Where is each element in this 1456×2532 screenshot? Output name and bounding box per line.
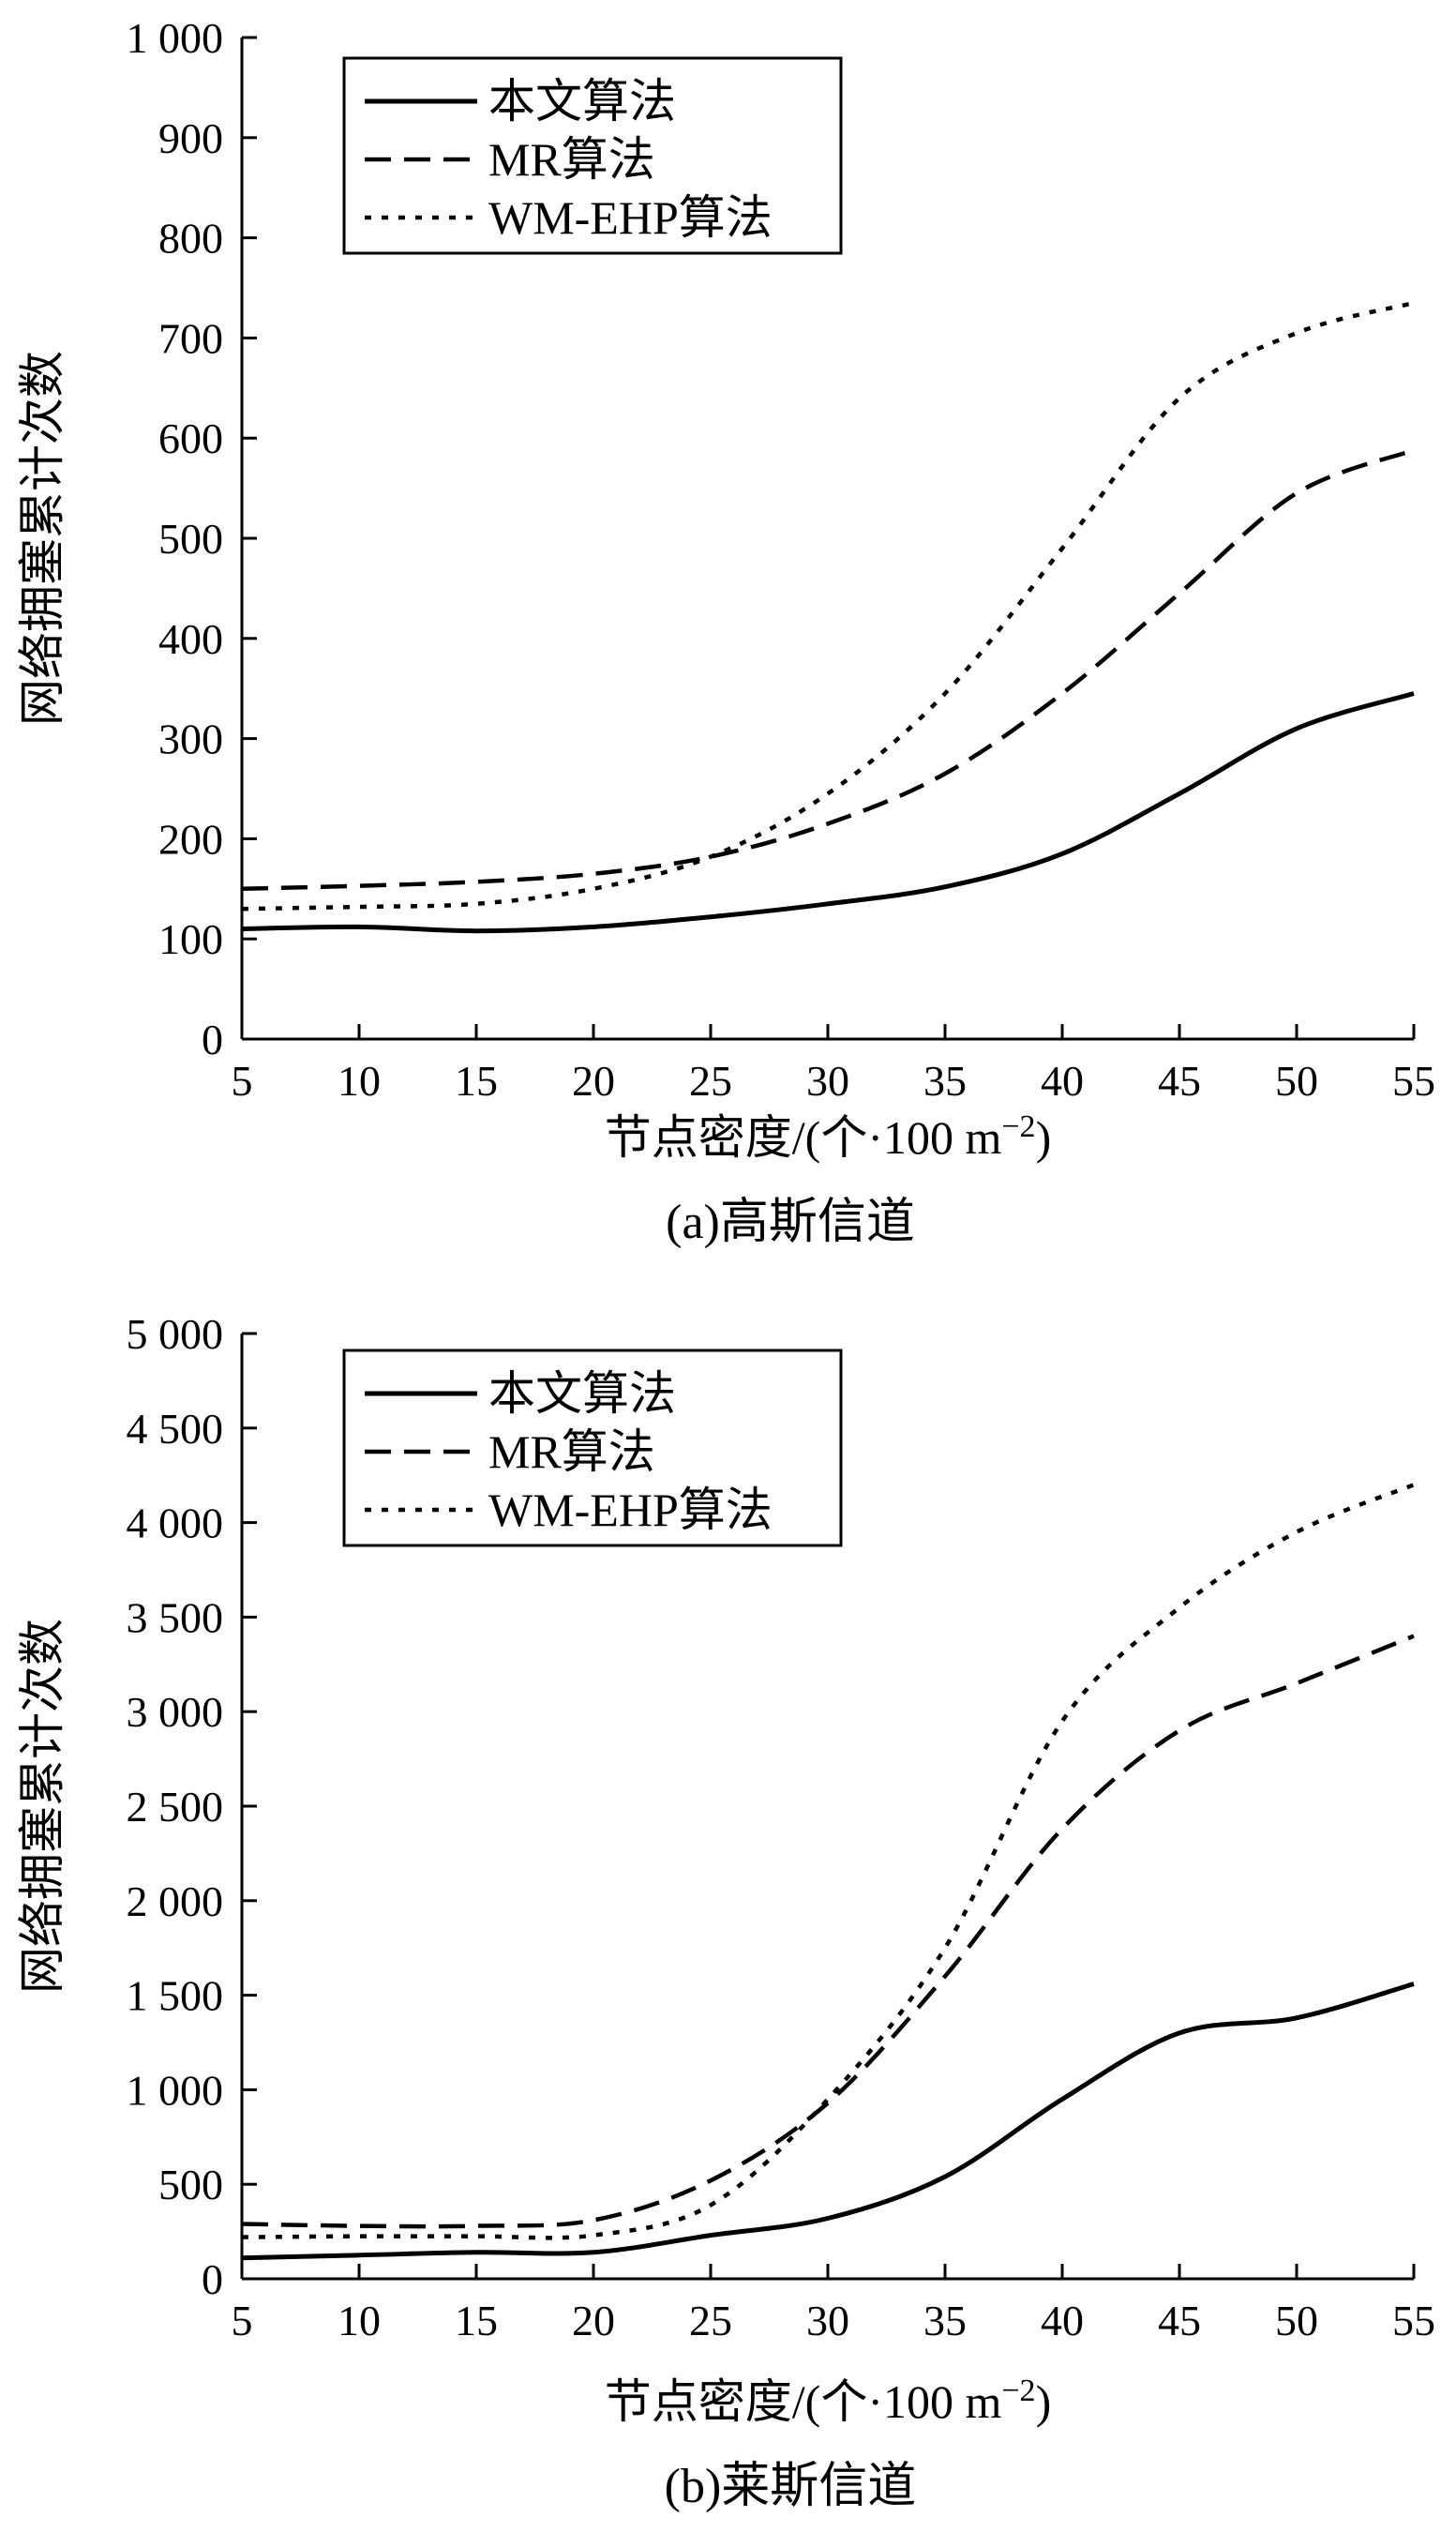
x-tick-label: 5 <box>232 1057 253 1105</box>
y-tick-label: 3 500 <box>127 1593 224 1641</box>
y-tick-label: 100 <box>158 915 223 963</box>
x-tick-label: 35 <box>923 1057 967 1105</box>
x-tick-label: 40 <box>1041 1057 1084 1105</box>
legend-label: WM-EHP算法 <box>488 1484 773 1536</box>
x-tick-label: 40 <box>1041 2297 1084 2344</box>
series-line-dashed <box>241 447 1415 892</box>
y-tick-label: 2 500 <box>127 1783 224 1831</box>
x-tick-label: 35 <box>923 2297 967 2344</box>
x-tick-label: 20 <box>572 1057 615 1105</box>
legend-label: MR算法 <box>488 133 655 186</box>
legend-label: WM-EHP算法 <box>488 191 773 244</box>
legend-label: 本文算法 <box>488 75 676 128</box>
y-axis-label: 网络拥塞累计次数 <box>16 1619 68 1994</box>
y-tick-label: 800 <box>158 215 223 263</box>
y-tick-label: 0 <box>202 1016 223 1063</box>
legend-label: MR算法 <box>488 1425 655 1478</box>
y-tick-label: 4 500 <box>127 1405 224 1453</box>
x-tick-label: 5 <box>232 2297 253 2344</box>
x-tick-label: 25 <box>689 1057 732 1105</box>
chart-caption: (a)高斯信道 <box>666 1196 915 1249</box>
legend-box <box>342 56 843 255</box>
y-tick-label: 3 000 <box>127 1688 224 1736</box>
y-tick-label: 200 <box>158 815 223 863</box>
y-tick-label: 900 <box>158 114 223 162</box>
x-tick-label: 45 <box>1158 1057 1201 1105</box>
chart-panel-b: 0 500 1 000 1 500 2 000 2 500 3 000 3 500 4 000 4… <box>16 1310 1435 2513</box>
x-tick-label: 45 <box>1158 2297 1201 2344</box>
y-tick-label: 500 <box>158 515 223 563</box>
y-tick-label: 0 <box>202 2255 223 2303</box>
x-tick-label: 50 <box>1275 2297 1318 2344</box>
chart-panel-a: 0 100 200 300 400 500 600 700 800 900 1 000 5 10 15 20… <box>16 14 1435 1249</box>
x-tick-label: 25 <box>689 2297 732 2344</box>
y-tick-label: 4 000 <box>127 1500 224 1547</box>
legend-label: 本文算法 <box>488 1367 676 1420</box>
x-tick-label: 55 <box>1392 2297 1435 2344</box>
series-line-dashed <box>241 1634 1415 2229</box>
series-line-solid <box>241 1982 1415 2261</box>
x-tick-label: 30 <box>806 1057 849 1105</box>
series-line-dotted <box>241 300 1415 912</box>
y-tick-label: 1 500 <box>127 1972 224 2020</box>
y-tick-label: 400 <box>158 615 223 663</box>
x-tick-label: 15 <box>455 1057 498 1105</box>
y-tick-label: 1 000 <box>127 2066 224 2114</box>
series-line-solid <box>241 691 1415 934</box>
y-tick-label: 700 <box>158 314 223 362</box>
y-tick-label: 5 000 <box>127 1310 224 1358</box>
x-tick-label: 10 <box>338 1057 381 1105</box>
x-axis-label: 节点密度/(个·100 m−2) <box>605 1109 1051 1165</box>
legend-box <box>342 1349 843 1547</box>
x-tick-label: 15 <box>455 2297 498 2344</box>
x-tick-label: 20 <box>572 2297 615 2344</box>
y-tick-label: 600 <box>158 414 223 462</box>
x-axis-label: 节点密度/(个·100 m−2) <box>605 2374 1051 2429</box>
x-tick-label: 30 <box>806 2297 849 2344</box>
y-tick-label: 300 <box>158 716 223 763</box>
y-tick-label: 2 000 <box>127 1877 224 1925</box>
x-tick-label: 10 <box>338 2297 381 2344</box>
x-tick-label: 50 <box>1275 1057 1318 1105</box>
y-axis-label: 网络拥塞累计次数 <box>16 351 68 726</box>
y-tick-label: 1 000 <box>127 14 224 62</box>
y-tick-label: 500 <box>158 2161 223 2208</box>
series-line-dotted <box>241 1483 1415 2240</box>
chart-caption: (b)莱斯信道 <box>665 2460 917 2513</box>
x-tick-label: 55 <box>1392 1057 1435 1105</box>
